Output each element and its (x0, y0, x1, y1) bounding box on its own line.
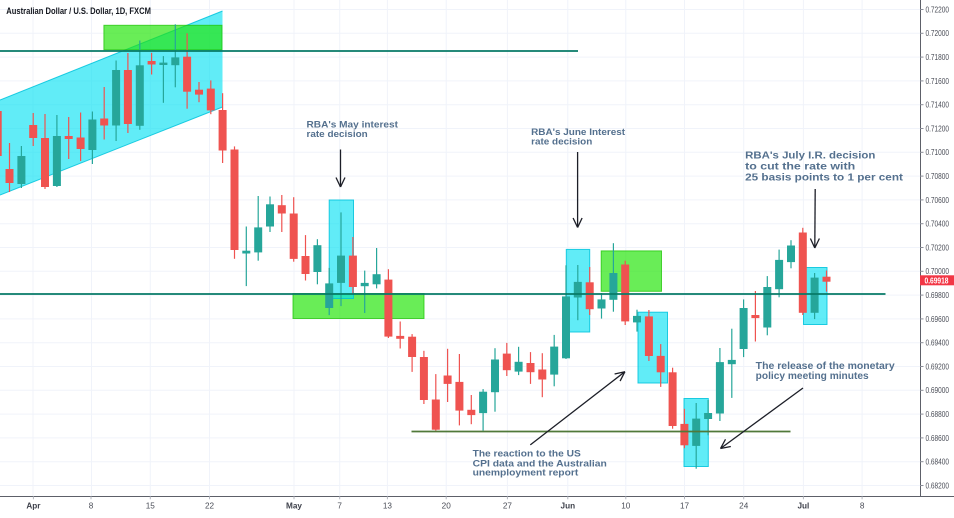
svg-text:Jul: Jul (797, 502, 809, 511)
svg-text:0.72000: 0.72000 (926, 29, 950, 38)
svg-text:0.71400: 0.71400 (926, 101, 950, 110)
svg-text:rate decision: rate decision (531, 136, 592, 147)
svg-text:8: 8 (89, 502, 94, 511)
svg-text:0.70000: 0.70000 (926, 267, 950, 276)
svg-text:0.71200: 0.71200 (926, 124, 950, 133)
svg-text:15: 15 (146, 502, 156, 511)
svg-text:25 basis points to 1 per cent: 25 basis points to 1 per cent (745, 172, 904, 183)
svg-text:to cut the rate with: to cut the rate with (745, 162, 855, 173)
svg-text:8: 8 (860, 502, 865, 511)
svg-text:0.71800: 0.71800 (926, 53, 950, 62)
svg-text:rate decision: rate decision (307, 129, 368, 140)
svg-text:May: May (286, 502, 302, 511)
svg-text:27: 27 (503, 502, 513, 511)
svg-text:0.68600: 0.68600 (926, 434, 950, 443)
svg-text:0.70200: 0.70200 (926, 243, 950, 252)
svg-text:24: 24 (739, 502, 749, 511)
svg-text:13: 13 (383, 502, 393, 511)
svg-text:0.69800: 0.69800 (926, 291, 950, 300)
svg-text:0.72200: 0.72200 (926, 5, 950, 14)
svg-text:Jun: Jun (561, 502, 576, 511)
svg-text:0.69400: 0.69400 (926, 339, 950, 348)
svg-text:0.69200: 0.69200 (926, 362, 950, 371)
svg-text:policy meeting minutes: policy meeting minutes (756, 371, 870, 382)
svg-text:17: 17 (680, 502, 690, 511)
svg-text:unemployment report: unemployment report (473, 468, 580, 479)
svg-text:0.69000: 0.69000 (926, 386, 950, 395)
svg-text:0.70600: 0.70600 (926, 196, 950, 205)
svg-text:Australian Dollar / U.S. Dolla: Australian Dollar / U.S. Dollar, 1D, FXC… (6, 6, 151, 17)
svg-text:0.70800: 0.70800 (926, 172, 950, 181)
svg-text:0.69918: 0.69918 (925, 276, 949, 285)
svg-text:0.71600: 0.71600 (926, 77, 950, 86)
svg-text:7: 7 (337, 502, 342, 511)
svg-text:22: 22 (205, 502, 215, 511)
svg-text:0.68400: 0.68400 (926, 458, 950, 467)
svg-text:0.68800: 0.68800 (926, 410, 950, 419)
svg-text:Apr: Apr (26, 502, 41, 511)
svg-text:10: 10 (621, 502, 631, 511)
svg-text:20: 20 (442, 502, 452, 511)
svg-text:0.71000: 0.71000 (926, 148, 950, 157)
svg-text:0.69600: 0.69600 (926, 315, 950, 324)
svg-text:0.68200: 0.68200 (926, 481, 950, 490)
svg-text:0.70400: 0.70400 (926, 220, 950, 229)
svg-text:RBA's July I.R. decision: RBA's July I.R. decision (745, 151, 875, 162)
